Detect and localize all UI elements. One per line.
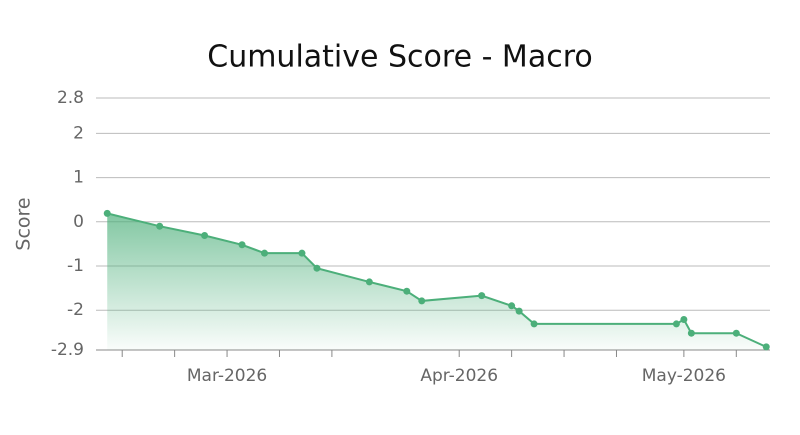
point (732, 329, 740, 337)
y-tick-label: -2 (67, 300, 84, 320)
point (201, 231, 209, 239)
point (515, 307, 523, 315)
chart-title: Cumulative Score - Macro (207, 40, 592, 75)
point (103, 209, 111, 217)
point (530, 320, 538, 328)
point (680, 315, 688, 323)
x-tick-label: Mar-2026 (187, 366, 267, 386)
y-tick-label: 2.8 (57, 88, 84, 108)
point (508, 302, 516, 310)
point (672, 320, 680, 328)
y-tick-label: -2.9 (51, 340, 84, 360)
y-tick-label: 0 (73, 212, 84, 232)
point (238, 241, 246, 249)
point (156, 222, 164, 230)
y-tick-label: -1 (67, 256, 84, 276)
y-tick-label: 1 (73, 168, 84, 188)
point (762, 343, 770, 351)
area-fill (107, 213, 767, 350)
point (261, 249, 268, 257)
point (298, 249, 306, 257)
y-axis-label: Score (13, 197, 35, 250)
point (365, 278, 373, 286)
point (418, 297, 426, 305)
x-tick-label: Apr-2026 (420, 366, 498, 386)
x-tick-label: May-2026 (642, 366, 726, 386)
point (478, 292, 486, 300)
point (313, 264, 321, 272)
y-tick-label: 2 (73, 123, 84, 143)
point (687, 329, 695, 337)
point (403, 287, 411, 295)
